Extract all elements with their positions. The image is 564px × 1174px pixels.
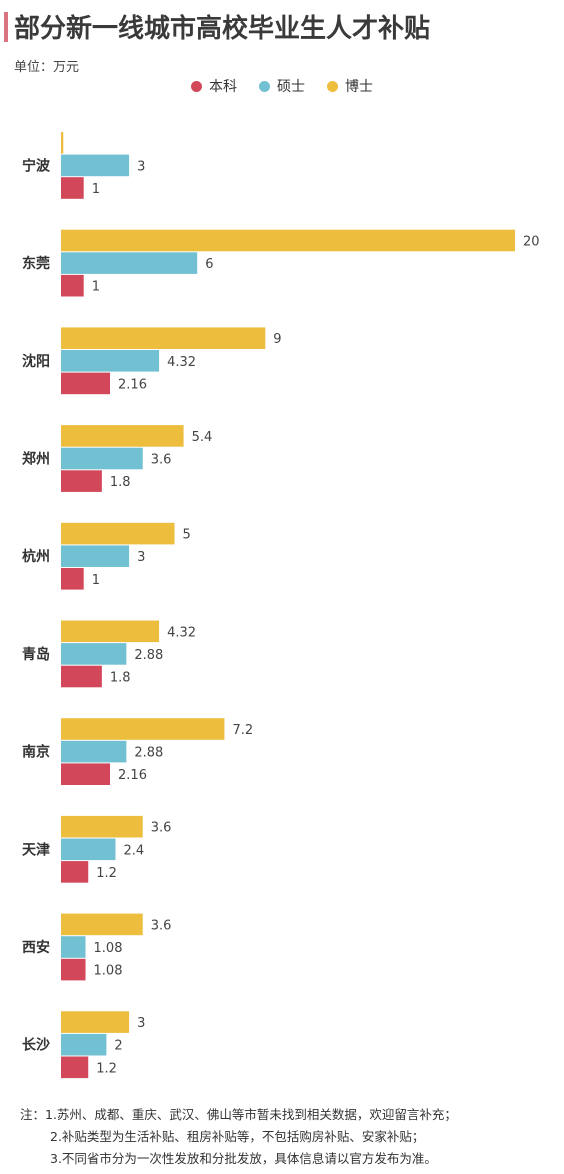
- bar: [61, 229, 515, 252]
- category-label: 郑州: [22, 451, 50, 468]
- category-label: 沈阳: [22, 353, 50, 370]
- data-label: 1.2: [96, 866, 117, 881]
- bar: [61, 568, 84, 590]
- legend-label: 硕士: [277, 79, 305, 95]
- bar: [61, 154, 130, 177]
- data-label: 2.16: [118, 768, 147, 783]
- bar: [61, 177, 84, 199]
- data-label: 3.6: [151, 453, 172, 468]
- legend-swatch: [327, 80, 338, 92]
- bar: [61, 327, 266, 349]
- bar: [61, 763, 111, 785]
- data-label: 6: [205, 257, 213, 272]
- data-label: 2: [114, 1039, 122, 1054]
- bar: [61, 372, 111, 395]
- data-label: 1.8: [110, 671, 131, 686]
- data-label: 3: [137, 1016, 145, 1031]
- legend-swatch: [259, 80, 270, 92]
- category-label: 西安: [22, 939, 50, 956]
- bar: [61, 470, 102, 492]
- data-label: 2.16: [118, 377, 147, 392]
- legend: 本科 硕士 博士: [0, 76, 564, 96]
- data-label: 1.08: [94, 964, 123, 979]
- legend-item: 硕士: [259, 76, 305, 96]
- category-label: 天津: [22, 841, 50, 858]
- bar: [61, 350, 160, 372]
- data-label: 1.8: [110, 475, 131, 490]
- data-label: 2.4: [123, 843, 144, 858]
- data-label: 1: [92, 182, 100, 197]
- data-label: 9: [273, 332, 281, 347]
- bar: [61, 252, 198, 274]
- bar: [61, 861, 89, 883]
- bar: [61, 132, 64, 154]
- data-label: 3: [137, 550, 145, 565]
- data-label: 7.2: [232, 723, 253, 738]
- bar: [61, 815, 143, 838]
- notes: 注：1.苏州、成都、重庆、武汉、佛山等市暂未找到相关数据，欢迎留言补充； 2.补…: [20, 1104, 457, 1170]
- note-1: 注：1.苏州、成都、重庆、武汉、佛山等市暂未找到相关数据，欢迎留言补充；: [20, 1107, 457, 1122]
- data-label: 2.88: [134, 746, 163, 761]
- category-label: 长沙: [22, 1037, 50, 1054]
- bar: [61, 447, 143, 470]
- legend-swatch: [191, 80, 202, 92]
- bar: [61, 1033, 107, 1056]
- chart-title: 部分新一线城市高校毕业生人才补贴: [14, 14, 431, 44]
- bar-chart: 宁波 3 1 东莞 20 6 1 沈阳 9 4.32 2.16 郑州 5.4 3.6 1.8 杭州 5 3 1 青岛 4…: [22, 132, 540, 1079]
- data-label: 1.2: [96, 1061, 117, 1076]
- bar: [61, 620, 160, 643]
- data-label: 5.4: [192, 430, 213, 445]
- legend-item: 博士: [327, 76, 373, 96]
- bar: [61, 740, 127, 763]
- bar: [61, 838, 116, 861]
- note-2: 2.补贴类型为生活补贴、租房补贴等，不包括购房补贴、安家补贴；: [50, 1129, 425, 1144]
- data-label: 1: [92, 280, 100, 295]
- legend-item: 本科: [191, 76, 237, 96]
- bar: [61, 1056, 89, 1079]
- bar: [61, 718, 225, 740]
- category-label: 宁波: [22, 157, 51, 174]
- data-label: 3: [137, 159, 145, 174]
- bar: [61, 643, 127, 665]
- category-label: 杭州: [22, 548, 50, 565]
- data-label: 3.6: [151, 918, 172, 933]
- data-label: 2.88: [134, 648, 163, 663]
- data-label: 4.32: [167, 355, 196, 370]
- category-label: 东莞: [22, 255, 50, 272]
- bar: [61, 425, 184, 447]
- category-label: 南京: [22, 744, 50, 761]
- bar: [61, 913, 143, 936]
- data-label: 3.6: [151, 821, 172, 836]
- title-accent-bar: [4, 12, 8, 42]
- note-3: 3.不同省市分为一次性发放和分批发放，具体信息请以官方发布为准。: [50, 1151, 437, 1166]
- category-label: 青岛: [22, 646, 50, 663]
- data-label: 20: [523, 235, 540, 250]
- bar: [61, 665, 102, 688]
- data-label: 1: [92, 573, 100, 588]
- data-label: 5: [183, 528, 191, 543]
- bar: [61, 545, 130, 567]
- data-label: 1.08: [94, 941, 123, 956]
- legend-label: 本科: [209, 79, 237, 95]
- bar: [61, 958, 86, 981]
- bar: [61, 1011, 130, 1033]
- bar: [61, 522, 175, 545]
- data-label: 4.32: [167, 625, 196, 640]
- bar: [61, 936, 86, 958]
- unit-label: 单位：万元: [14, 60, 80, 75]
- legend-label: 博士: [345, 79, 373, 95]
- bar: [61, 274, 84, 297]
